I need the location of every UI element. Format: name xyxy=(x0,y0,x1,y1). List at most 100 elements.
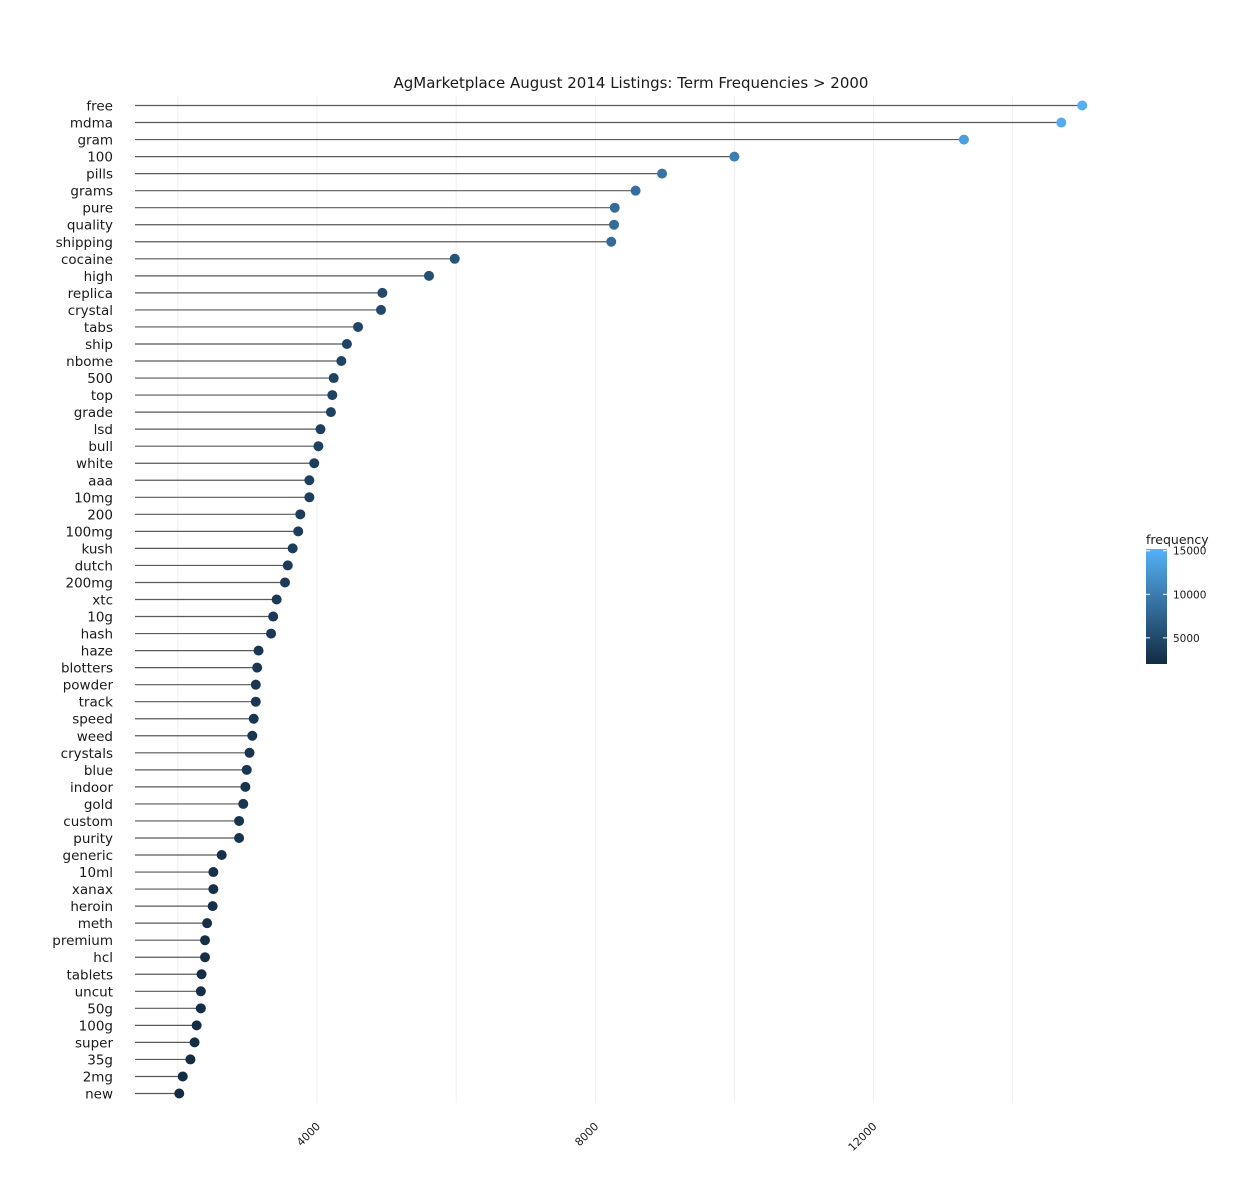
x-tick-label: 12000 xyxy=(846,1120,880,1154)
point-10ml xyxy=(208,867,219,878)
y-tick-label: weed xyxy=(77,729,113,745)
y-tick-label: kush xyxy=(81,541,113,557)
y-tick-label: 10mg xyxy=(74,490,113,506)
point-tablets xyxy=(196,969,207,980)
legend-ticks: 5000 10000 15000 xyxy=(1146,546,1206,645)
y-tick-label: indoor xyxy=(70,780,113,796)
y-tick-label: quality xyxy=(67,218,113,234)
point-grade xyxy=(325,407,336,418)
point-aaa xyxy=(304,475,315,486)
y-tick-label: xtc xyxy=(92,593,113,609)
y-tick-label: pure xyxy=(82,201,113,217)
point-lsd xyxy=(315,424,326,435)
y-tick-label: custom xyxy=(63,814,113,830)
y-tick-label: generic xyxy=(63,848,113,864)
y-tick-label: 500 xyxy=(87,371,113,387)
y-tick-label: premium xyxy=(52,933,113,949)
point-quality xyxy=(609,219,620,230)
y-tick-label: free xyxy=(86,99,113,115)
chart-title: AgMarketplace August 2014 Listings: Term… xyxy=(394,74,869,92)
point-pills xyxy=(657,168,668,179)
point-nbome xyxy=(336,356,347,367)
point-gram xyxy=(958,134,969,145)
y-tick-label: crystal xyxy=(68,303,113,319)
y-tick-label: super xyxy=(75,1035,113,1051)
point-meth xyxy=(202,918,213,929)
point-100mg xyxy=(293,526,304,537)
x-tick-labels: 4000 8000 12000 xyxy=(294,1120,879,1154)
point-xanax xyxy=(208,884,219,895)
y-tick-label: crystals xyxy=(61,746,113,762)
point-blue xyxy=(241,764,252,775)
y-tick-label: 200 xyxy=(87,507,113,523)
y-tick-label: top xyxy=(91,388,113,404)
point-new xyxy=(174,1088,185,1099)
y-tick-label: gram xyxy=(77,133,113,149)
y-tick-label: 100mg xyxy=(66,524,114,540)
point-tabs xyxy=(353,321,364,332)
y-tick-label: 50g xyxy=(87,1001,113,1017)
point-200mg xyxy=(280,577,291,588)
point-gold xyxy=(238,798,249,809)
y-tick-label: tabs xyxy=(84,320,113,336)
y-tick-label: blotters xyxy=(61,661,113,677)
point-10mg xyxy=(304,492,315,503)
point-high xyxy=(423,270,434,281)
point-2mg xyxy=(177,1071,188,1082)
point-crystals xyxy=(244,747,255,758)
y-tick-label: white xyxy=(76,456,113,472)
legend-tick-label: 15000 xyxy=(1173,546,1206,558)
color-legend: frequency 5000 10000 15000 xyxy=(1146,532,1209,664)
y-tick-label: cocaine xyxy=(61,252,113,268)
point-white xyxy=(309,458,320,469)
y-tick-label: aaa xyxy=(88,473,113,489)
dot-layer xyxy=(174,100,1088,1099)
point-ship xyxy=(341,338,352,349)
stem-layer xyxy=(135,104,1083,1095)
x-tick-label: 4000 xyxy=(294,1120,323,1149)
point-custom xyxy=(234,815,245,826)
y-tick-label: heroin xyxy=(70,899,113,915)
point-200 xyxy=(295,509,306,520)
point-top xyxy=(327,390,338,401)
y-tick-label: 2mg xyxy=(83,1069,113,1085)
y-tick-label: replica xyxy=(68,286,113,302)
y-tick-label: ship xyxy=(85,337,113,353)
y-tick-label: purity xyxy=(73,831,113,847)
y-tick-label: tablets xyxy=(66,967,113,983)
point-grams xyxy=(630,185,641,196)
point-uncut xyxy=(195,986,206,997)
point-haze xyxy=(253,645,264,656)
point-dutch xyxy=(282,560,293,571)
point-weed xyxy=(247,730,258,741)
point-free xyxy=(1077,100,1088,111)
point-hcl xyxy=(200,952,211,963)
y-tick-label: 10g xyxy=(87,610,113,626)
point-100 xyxy=(729,151,740,162)
y-tick-label: blue xyxy=(84,763,113,779)
y-tick-label: shipping xyxy=(56,235,113,251)
y-tick-label: 35g xyxy=(87,1052,113,1068)
y-tick-label: 100g xyxy=(79,1018,113,1034)
legend-title: frequency xyxy=(1146,532,1209,547)
point-shipping xyxy=(606,236,617,247)
point-blotters xyxy=(252,662,263,673)
y-tick-label: hash xyxy=(81,627,113,643)
point-xtc xyxy=(271,594,282,605)
point-pure xyxy=(609,202,620,213)
y-tick-label: uncut xyxy=(75,984,113,1000)
point-speed xyxy=(248,713,259,724)
grid-layer xyxy=(177,96,1014,1103)
y-tick-label: hcl xyxy=(93,950,113,966)
y-tick-label: bull xyxy=(88,439,113,455)
y-tick-label: dutch xyxy=(75,558,113,574)
y-tick-label: pills xyxy=(86,167,113,183)
y-tick-label: xanax xyxy=(72,882,113,898)
point-heroin xyxy=(207,901,218,912)
point-crystal xyxy=(375,304,386,315)
y-tick-label: new xyxy=(85,1087,113,1103)
y-tick-label: 200mg xyxy=(66,575,114,591)
y-tick-label: grams xyxy=(70,184,113,200)
